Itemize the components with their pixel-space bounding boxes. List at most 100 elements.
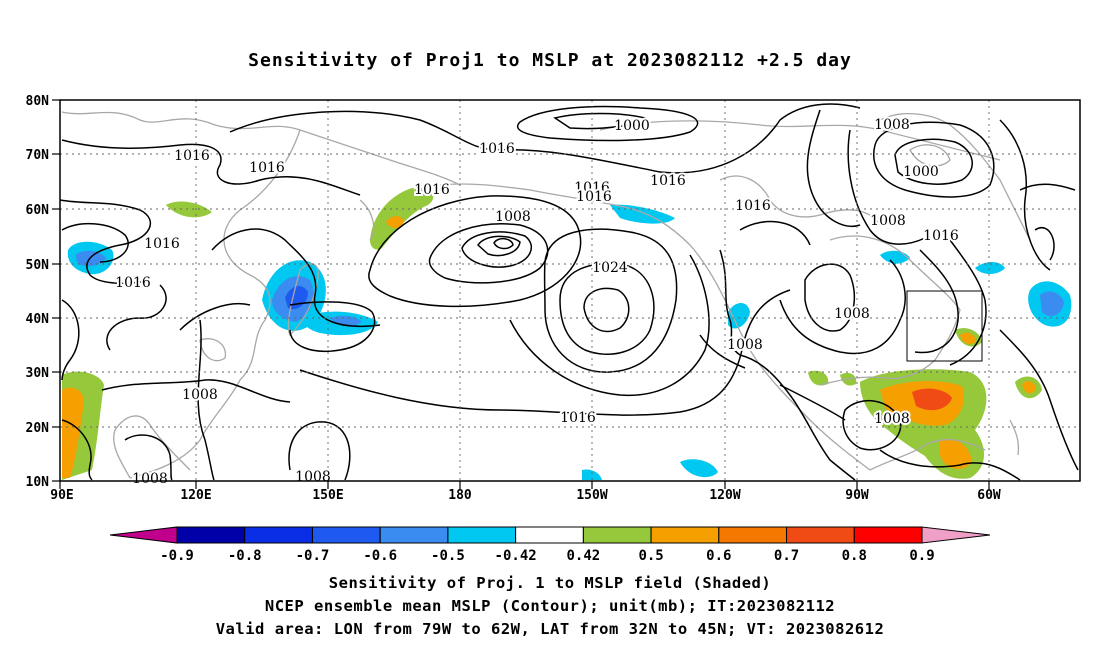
contour-line <box>949 239 987 366</box>
colorbar-cell <box>244 526 313 544</box>
positive-patch <box>808 370 829 386</box>
contour-line <box>553 112 647 130</box>
contour-labels: 1000 1016 1008 1016 1016 1000 1016 1016 … <box>113 115 961 489</box>
contour-line <box>428 223 549 284</box>
contour-label: 1016 <box>144 236 180 252</box>
contour-line <box>739 220 811 246</box>
colorbar-cell <box>447 526 517 544</box>
contour-label: 1000 <box>903 164 939 180</box>
contour-line <box>61 139 361 196</box>
colorbar-label: -0.42 <box>495 548 537 564</box>
contour-line <box>806 109 861 227</box>
sensitivity-shading <box>62 187 1072 480</box>
contour-line <box>517 105 699 142</box>
contour-line <box>804 263 856 332</box>
contour-line <box>719 249 856 481</box>
contour-label: 1016 <box>576 189 612 205</box>
contour-label: 1008 <box>132 471 168 487</box>
contour-label: 1008 <box>874 411 910 427</box>
colorbar-cell <box>379 526 449 544</box>
contour-line <box>179 303 251 331</box>
lat-labels: 80N 70N 60N 50N 40N 30N 20N 10N <box>26 94 50 490</box>
positive-patch <box>386 216 404 228</box>
positive-patch <box>62 387 84 478</box>
positive-patch <box>1022 381 1036 394</box>
lon-label: 120E <box>180 488 211 503</box>
valid-area-box <box>906 290 983 362</box>
lon-labels: 90E 120E 150E 180 150W 120W 90W 60W <box>50 488 1001 503</box>
contour-line <box>61 222 129 263</box>
contour-line <box>288 421 351 481</box>
coastline <box>619 205 871 471</box>
colorbar-label: -0.7 <box>296 548 330 564</box>
contour-line <box>583 287 630 333</box>
contour-label: 1016 <box>560 410 596 426</box>
colorbar-label: -0.5 <box>431 548 465 564</box>
colorbar-low-triangle <box>109 526 178 544</box>
contour-line <box>197 319 215 481</box>
lon-label: 180 <box>448 488 472 503</box>
lon-label: 90E <box>50 488 73 503</box>
contour-line <box>914 249 959 354</box>
negative-patch <box>582 469 602 480</box>
contour-label: 1016 <box>735 198 771 214</box>
contour-line <box>299 289 791 416</box>
contour-label: 1008 <box>495 209 531 225</box>
contour-label: 1024 <box>592 260 628 276</box>
lon-label: 60W <box>977 488 1001 503</box>
contour-label: 1016 <box>574 180 610 196</box>
positive-patch <box>960 332 976 344</box>
negative-patch <box>975 262 1005 274</box>
contour-line <box>779 384 846 421</box>
contour-line <box>493 237 514 250</box>
contour-line <box>559 263 655 355</box>
contour-line <box>477 235 521 257</box>
contour-label: 1008 <box>870 213 906 229</box>
colorbar-labels: -0.9 -0.8 -0.7 -0.6 -0.5 -0.42 0.42 0.5 0.6 0.7 0.… <box>160 548 935 564</box>
contour-line <box>779 259 906 355</box>
caption-contour: NCEP ensemble mean MSLP (Contour); unit(… <box>264 597 836 615</box>
colorbar-cell <box>176 526 246 544</box>
coastline <box>909 144 951 167</box>
contour-label: 1016 <box>479 141 515 157</box>
contour-label: 1008 <box>727 337 763 353</box>
contour-label: 1016 <box>650 173 686 189</box>
colorbar-cell <box>718 526 788 544</box>
contour-label: 1008 <box>874 117 910 133</box>
positive-patch <box>166 201 212 218</box>
contour-line <box>879 449 1021 481</box>
contour-line <box>699 334 746 369</box>
coastline <box>61 111 461 186</box>
coastline <box>129 129 301 479</box>
negative-patch <box>610 204 675 224</box>
colorbar-label: 0.7 <box>774 548 799 564</box>
contour-label: 1016 <box>115 275 151 291</box>
coastlines <box>61 111 1031 479</box>
map-frame <box>59 99 1081 482</box>
colorbar-cell <box>515 526 584 544</box>
contour-line <box>509 254 710 397</box>
contour-line <box>999 329 1079 471</box>
coastline <box>879 113 1031 241</box>
contour-label: 1008 <box>295 469 331 485</box>
coastline <box>819 235 961 386</box>
lon-label: 150E <box>312 488 343 503</box>
contour-line <box>1019 183 1076 191</box>
contour-line <box>106 284 167 351</box>
colorbar-cell <box>650 526 720 544</box>
contour-line <box>894 138 973 185</box>
lon-label: 90W <box>845 488 869 503</box>
lat-label: 80N <box>26 94 50 109</box>
coastline <box>287 263 319 337</box>
colorbar-cell <box>786 526 855 544</box>
negative-patch <box>680 459 718 478</box>
lat-label: 60N <box>26 203 50 218</box>
colorbar-label: -0.6 <box>363 548 397 564</box>
contour-line <box>543 228 678 373</box>
colorbar-cell <box>311 526 381 544</box>
coastline <box>869 438 986 471</box>
colorbar-label: 0.5 <box>638 548 663 564</box>
contour-label: 1008 <box>182 387 218 403</box>
lat-label: 40N <box>26 312 50 327</box>
